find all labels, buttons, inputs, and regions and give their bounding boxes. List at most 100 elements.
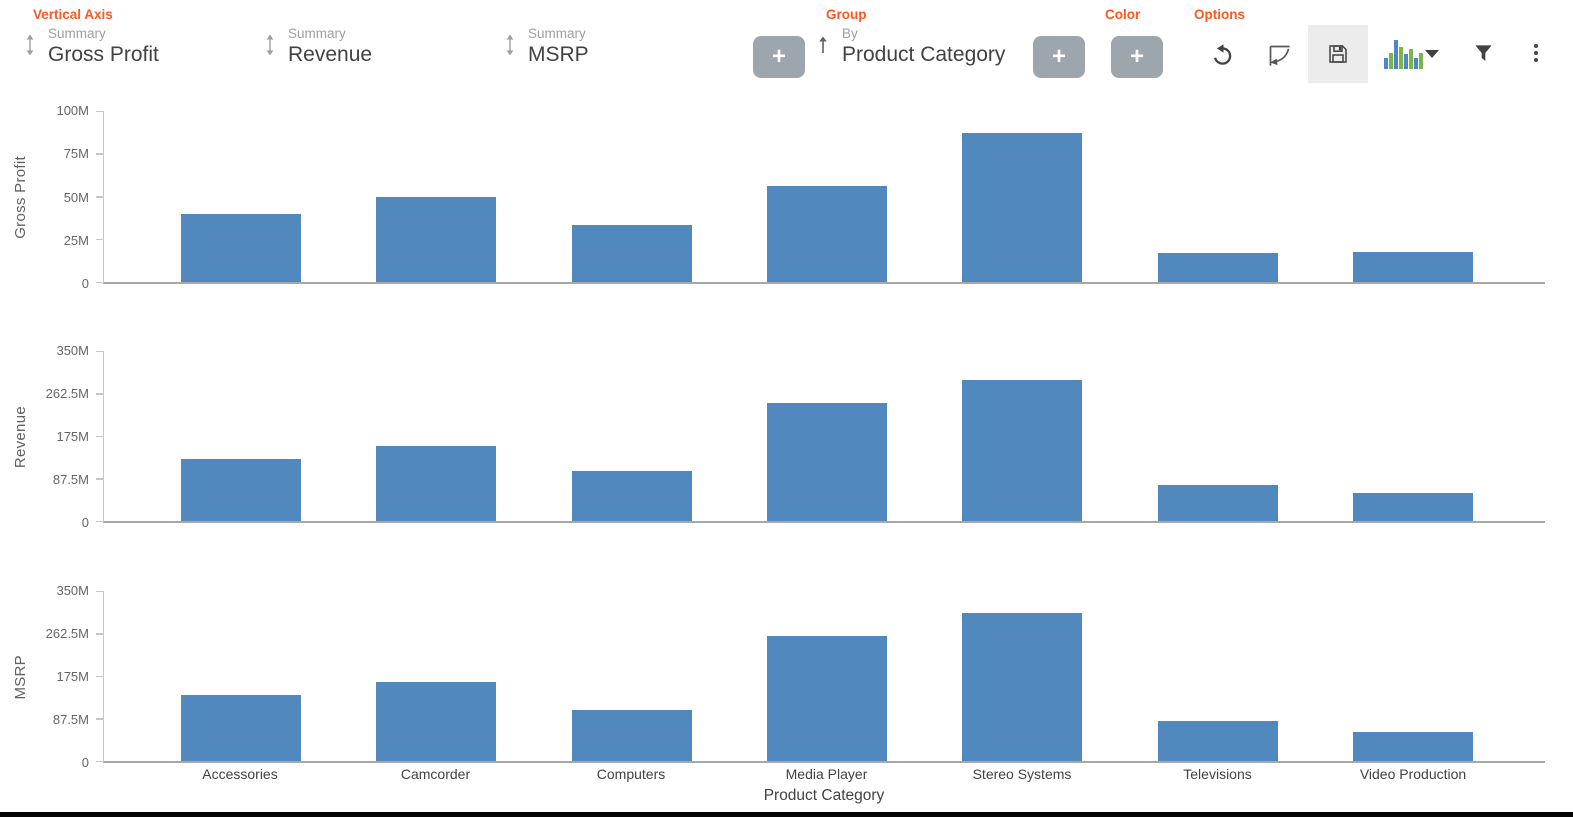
- group-by-value[interactable]: Product Category: [842, 43, 1006, 66]
- bar-video-production[interactable]: [1353, 252, 1474, 282]
- options-section-label: Options: [1194, 7, 1245, 22]
- group-by-field[interactable]: By Product Category: [816, 26, 1005, 67]
- bar-camcorder[interactable]: [376, 196, 497, 282]
- y-tick-mark: [96, 393, 104, 395]
- bar-camcorder[interactable]: [376, 446, 497, 521]
- undo-icon[interactable]: [1210, 43, 1235, 68]
- add-group-button[interactable]: +: [1033, 36, 1085, 78]
- y-tick-label: 100M: [56, 103, 89, 118]
- bar-televisions[interactable]: [1157, 484, 1278, 521]
- y-tick-mark: [96, 718, 104, 720]
- chart-type-dropdown-caret-icon[interactable]: [1425, 50, 1439, 58]
- chart-panel-msrp: MSRP 0 87.5M 175M 262.5M 350M: [0, 583, 1573, 770]
- x-category-label: Televisions: [1183, 766, 1252, 782]
- y-tick-mark: [96, 350, 104, 352]
- bar-stereo-systems[interactable]: [962, 379, 1083, 521]
- bar-media-player[interactable]: [767, 636, 887, 761]
- bar-accessories[interactable]: [180, 459, 301, 521]
- group-section-label: Group: [826, 7, 867, 22]
- updown-arrow-icon[interactable]: [264, 34, 276, 61]
- add-metric-button[interactable]: +: [753, 36, 805, 78]
- more-vertical-icon[interactable]: [1534, 44, 1538, 62]
- y-tick-mark: [96, 196, 104, 198]
- sort-up-arrow-icon[interactable]: [816, 34, 830, 61]
- bar-computers[interactable]: [571, 709, 692, 761]
- y-tick-label: 0: [81, 276, 89, 291]
- updown-arrow-icon[interactable]: [504, 34, 516, 61]
- plot-area: [96, 590, 1545, 763]
- bar-video-production[interactable]: [1353, 732, 1474, 761]
- y-tick-mark: [96, 435, 104, 437]
- chart-type-bars-icon[interactable]: [1384, 37, 1423, 69]
- y-tick-mark: [96, 590, 104, 592]
- chart-panel-gross-profit: Gross Profit 0 25M 50M 75M 100M: [0, 103, 1573, 291]
- bar-camcorder[interactable]: [376, 682, 497, 761]
- window-bottom-edge: [0, 812, 1573, 817]
- bar-accessories[interactable]: [180, 695, 301, 761]
- summary-field-revenue[interactable]: Summary Revenue: [264, 26, 372, 67]
- bar-stereo-systems[interactable]: [962, 613, 1083, 761]
- y-tick-mark: [96, 760, 104, 762]
- y-tick-label: 175M: [56, 669, 89, 684]
- x-category-label: Video Production: [1359, 766, 1467, 782]
- x-category-label: Media Player: [785, 766, 868, 782]
- x-category-label: Stereo Systems: [972, 766, 1072, 782]
- bar-media-player[interactable]: [767, 402, 887, 521]
- y-tick-mark: [96, 675, 104, 677]
- y-axis-ticks: 0 87.5M 175M 262.5M 350M: [0, 583, 96, 770]
- x-axis-title: Product Category: [763, 787, 885, 804]
- summary-field-label: Summary: [48, 26, 106, 41]
- group-by-label: By: [842, 26, 858, 41]
- bar-video-production[interactable]: [1353, 492, 1474, 521]
- chart-panel-revenue: Revenue 0 87.5M 175M 262.5M 350M: [0, 343, 1573, 530]
- y-tick-label: 0: [81, 755, 89, 770]
- y-tick-label: 50M: [63, 189, 89, 205]
- updown-arrow-icon[interactable]: [24, 34, 36, 61]
- y-tick-label: 87.5M: [52, 472, 89, 487]
- x-category-label: Camcorder: [400, 766, 471, 782]
- y-tick-label: 262.5M: [45, 626, 89, 641]
- y-tick-label: 175M: [56, 429, 89, 444]
- bar-media-player[interactable]: [767, 186, 887, 282]
- bar-accessories[interactable]: [180, 213, 301, 282]
- bar-televisions[interactable]: [1157, 252, 1278, 282]
- y-axis-ticks: 0 25M 50M 75M 100M: [0, 103, 96, 291]
- bar-stereo-systems[interactable]: [962, 133, 1083, 282]
- bar-computers[interactable]: [571, 224, 692, 282]
- x-category-label: Accessories: [202, 766, 278, 782]
- filter-icon[interactable]: [1472, 42, 1495, 65]
- y-tick-mark: [96, 238, 104, 241]
- save-icon[interactable]: [1308, 25, 1368, 83]
- y-tick-mark: [96, 633, 104, 635]
- summary-field-label: Summary: [528, 26, 586, 41]
- vertical-axis-section-label: Vertical Axis: [33, 7, 113, 22]
- summary-field-value[interactable]: MSRP: [528, 43, 589, 66]
- y-tick-mark: [96, 520, 104, 522]
- plot-area: [96, 350, 1545, 523]
- control-bar: Vertical Axis Summary Gross Profit Summa…: [0, 0, 1573, 95]
- x-category-label: Computers: [596, 766, 666, 782]
- y-tick-mark: [96, 478, 104, 480]
- y-tick-label: 0: [81, 515, 89, 530]
- trend-curve-icon[interactable]: [1266, 42, 1293, 69]
- add-color-button[interactable]: +: [1111, 36, 1163, 78]
- x-axis-category-labels: Accessories Camcorder Computers Media Playe…: [103, 766, 1545, 784]
- summary-field-msrp[interactable]: Summary MSRP: [504, 26, 589, 67]
- y-tick-label: 350M: [56, 583, 89, 598]
- y-tick-label: 75M: [63, 146, 89, 162]
- y-axis-ticks: 0 87.5M 175M 262.5M 350M: [0, 343, 96, 530]
- y-tick-label: 262.5M: [45, 386, 89, 401]
- y-tick-mark: [96, 281, 104, 283]
- y-tick-label: 350M: [56, 343, 89, 358]
- summary-field-gross-profit[interactable]: Summary Gross Profit: [24, 26, 159, 67]
- summary-field-value[interactable]: Revenue: [288, 43, 373, 66]
- summary-field-value[interactable]: Gross Profit: [48, 43, 159, 66]
- color-section-label: Color: [1105, 7, 1141, 22]
- y-tick-label: 87.5M: [52, 712, 89, 727]
- plot-area: [96, 110, 1545, 284]
- y-tick-mark: [96, 110, 104, 112]
- bar-televisions[interactable]: [1157, 721, 1278, 761]
- bar-computers[interactable]: [571, 471, 692, 521]
- y-tick-mark: [96, 153, 104, 155]
- y-tick-label: 25M: [63, 232, 89, 248]
